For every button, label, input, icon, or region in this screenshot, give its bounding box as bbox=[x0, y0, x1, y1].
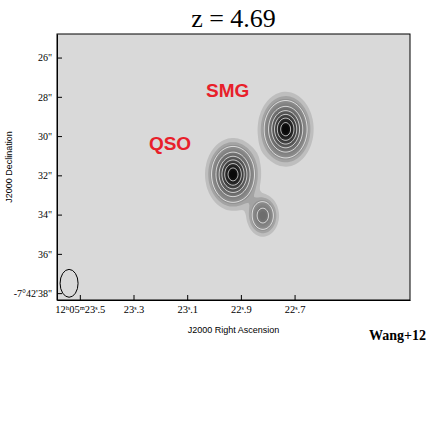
intensity-band bbox=[220, 112, 298, 190]
y-tick-mark bbox=[57, 58, 62, 59]
x-tick-label: 23ˢ.3 bbox=[124, 304, 145, 315]
intensity-band bbox=[208, 96, 310, 233]
intensity-band bbox=[230, 125, 289, 178]
y-tick-mark bbox=[57, 254, 62, 255]
source-label: SMG bbox=[206, 80, 249, 101]
x-tick-label: 22ˢ.7 bbox=[285, 304, 306, 315]
x-tick: 22ˢ.7 bbox=[285, 295, 306, 315]
y-tick: -7°42'38" bbox=[14, 288, 62, 299]
intensity-band bbox=[221, 113, 297, 189]
y-tick-mark bbox=[57, 293, 62, 294]
x-tick-mark bbox=[295, 295, 296, 300]
contour-line bbox=[212, 101, 308, 230]
intensity-band bbox=[222, 114, 297, 188]
x-axis: 12ʰ05ᵐ23ˢ.5 23ˢ.3 23ˢ.1 22ˢ.9 22ˢ.7 bbox=[55, 295, 410, 315]
x-axis-line bbox=[58, 300, 411, 301]
x-tick-mark bbox=[80, 295, 81, 300]
y-axis-line bbox=[57, 35, 58, 301]
x-tick-mark bbox=[241, 295, 242, 300]
y-axis-title: J2000 Declination bbox=[4, 131, 14, 203]
x-tick: 12ʰ05ᵐ23ˢ.5 bbox=[55, 295, 105, 315]
intensity-band bbox=[217, 108, 301, 220]
intensity-band bbox=[223, 115, 296, 188]
beam bbox=[60, 269, 78, 297]
contour-line bbox=[222, 114, 297, 188]
y-tick: 34" bbox=[38, 209, 62, 220]
y-tick: 26" bbox=[38, 52, 62, 63]
credit: Wang+12 bbox=[369, 328, 426, 343]
y-tick-mark bbox=[57, 136, 62, 137]
y-tick-label: 36" bbox=[38, 249, 52, 260]
intensity-band bbox=[223, 116, 295, 187]
contour-line bbox=[225, 118, 294, 185]
intensity-band bbox=[213, 103, 305, 227]
source-label: QSO bbox=[149, 133, 191, 154]
chart: 12ʰ05ᵐ23ˢ.5 23ˢ.3 23ˢ.1 22ˢ.9 22ˢ.7 26" 28" 30"… bbox=[0, 0, 433, 425]
intensity-band bbox=[210, 99, 308, 231]
contour-line bbox=[219, 111, 299, 193]
y-tick-label: 34" bbox=[38, 209, 52, 220]
title: z = 4.69 bbox=[191, 4, 276, 33]
contour-line bbox=[228, 123, 291, 181]
x-tick: 23ˢ.1 bbox=[177, 295, 198, 315]
plot-frame bbox=[57, 34, 410, 300]
intensity-band bbox=[229, 123, 290, 180]
y-tick: 36" bbox=[38, 249, 62, 260]
intensity-band bbox=[220, 111, 299, 191]
x-axis-title: J2000 Right Ascension bbox=[188, 325, 280, 335]
y-tick: 30" bbox=[38, 131, 62, 142]
y-tick-label: 26" bbox=[38, 52, 52, 63]
y-tick-mark bbox=[57, 175, 62, 176]
y-tick: 28" bbox=[38, 92, 62, 103]
y-tick-label: 32" bbox=[38, 170, 52, 181]
y-tick-mark bbox=[57, 97, 62, 98]
plot-area bbox=[60, 92, 314, 297]
y-axis: 26" 28" 30" 32" 34" 36" -7°42'38" bbox=[14, 35, 62, 301]
x-tick-label: 12ʰ05ᵐ23ˢ.5 bbox=[55, 304, 105, 315]
y-tick: 32" bbox=[38, 170, 62, 181]
x-tick-mark bbox=[134, 295, 135, 300]
intensity-band bbox=[214, 104, 304, 225]
y-tick-label: 30" bbox=[38, 131, 52, 142]
image-background bbox=[57, 34, 410, 300]
intensity-band bbox=[216, 107, 302, 222]
x-tick: 23ˢ.3 bbox=[124, 295, 145, 315]
intensity-band bbox=[205, 92, 314, 237]
y-tick-label: 28" bbox=[38, 92, 52, 103]
x-tick-mark bbox=[187, 295, 188, 300]
intensity-band bbox=[212, 101, 307, 229]
x-tick: 22ˢ.9 bbox=[231, 295, 252, 315]
intensity-band bbox=[215, 106, 303, 224]
x-tick-label: 23ˢ.1 bbox=[177, 304, 198, 315]
x-tick-label: 22ˢ.9 bbox=[231, 304, 252, 315]
y-tick-label: -7°42'38" bbox=[14, 288, 52, 299]
contour-line bbox=[216, 106, 303, 223]
y-tick-mark bbox=[57, 215, 62, 216]
